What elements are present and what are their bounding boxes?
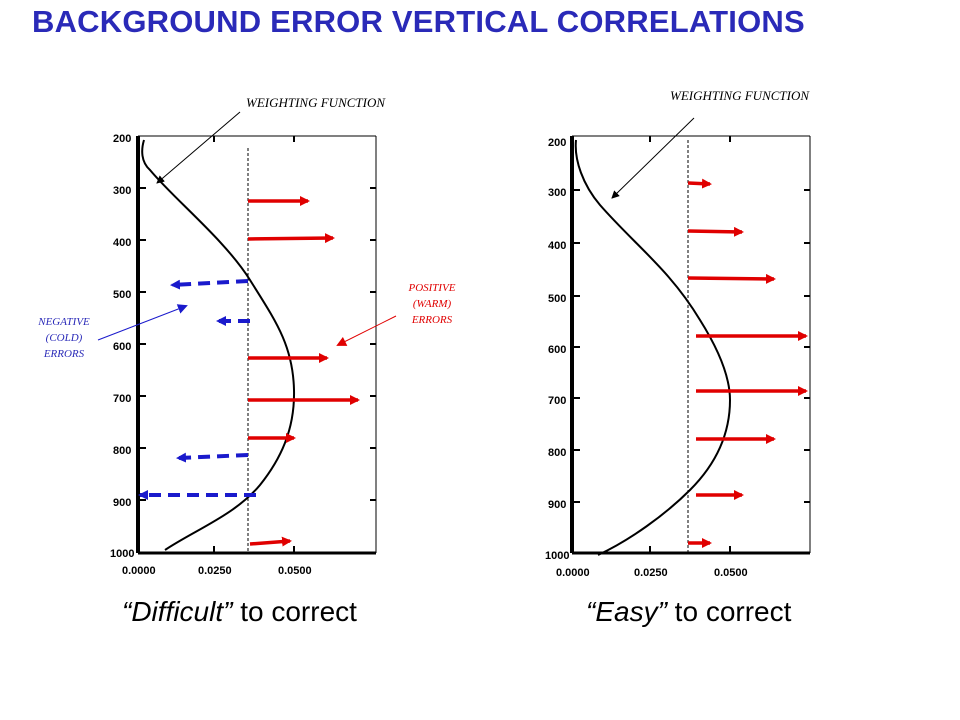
negative-errors-label: NEGATIVE (COLD) ERRORS [24, 314, 104, 362]
negative-errors-pointer [97, 304, 188, 341]
y-tick-label: 200 [548, 137, 566, 149]
caption-quoted-word: “Difficult” [122, 596, 233, 627]
slide-title: BACKGROUND ERROR VERTICAL CORRELATIONS [32, 4, 805, 39]
x-tick-label: 0.0250 [198, 565, 232, 577]
y-tick-label: 700 [113, 393, 131, 405]
x-tick-label: 0.0500 [278, 565, 312, 577]
x-tick-label: 0.0250 [634, 567, 668, 579]
y-tick-label: 1000 [545, 550, 569, 562]
y-tick-label: 900 [113, 497, 131, 509]
y-tick-label: 500 [548, 293, 566, 305]
negative-error-arrows [138, 279, 256, 500]
negative-errors-line: (COLD) [45, 332, 83, 344]
negative-arrow [176, 452, 249, 463]
x-tick-labels: 0.0000 0.0250 0.0500 [122, 565, 312, 577]
caption-quoted-word: “Easy” [586, 596, 667, 627]
negative-errors-line: ERRORS [43, 348, 85, 360]
weighting-function-curve [574, 139, 732, 556]
positive-errors-label: POSITIVE (WARM) ERRORS [392, 280, 472, 328]
x-tick-label: 0.0000 [122, 565, 156, 577]
caption-difficult: “Difficult” to correct [122, 596, 357, 628]
y-tick-label: 500 [113, 289, 131, 301]
positive-error-arrows [247, 196, 360, 547]
positive-errors-line: (WARM) [412, 298, 452, 310]
weighting-function-pointer [156, 111, 241, 184]
positive-arrow [249, 536, 292, 547]
y-tick-labels: 200 300 400 500 600 700 800 900 1000 [545, 137, 569, 562]
positive-arrow [687, 273, 776, 284]
positive-arrow [687, 226, 744, 237]
y-tick-label: 200 [113, 133, 131, 145]
weighting-function-label: WEIGHTING FUNCTION [246, 95, 386, 110]
y-tick-label: 900 [548, 499, 566, 511]
caption-rest: to correct [232, 596, 357, 627]
x-tick-label: 0.0500 [714, 567, 748, 579]
y-tick-label: 800 [113, 445, 131, 457]
panel-easy: 200 300 400 500 600 700 800 900 1000 0.0… [545, 117, 811, 579]
y-tick-label: 300 [548, 187, 566, 199]
positive-arrow [247, 233, 335, 244]
weighting-function-label: WEIGHTING FUNCTION [670, 88, 810, 103]
weighting-function-pointer [611, 117, 695, 199]
y-tick-label: 400 [113, 237, 131, 249]
y-tick-label: 600 [548, 344, 566, 356]
positive-errors-line: ERRORS [411, 314, 453, 326]
y-tick-label: 800 [548, 447, 566, 459]
y-tick-marks [572, 136, 810, 553]
y-tick-label: 600 [113, 341, 131, 353]
x-tick-label: 0.0000 [556, 567, 590, 579]
y-tick-label: 300 [113, 185, 131, 197]
x-tick-labels: 0.0000 0.0250 0.0500 [556, 567, 748, 579]
caption-easy: “Easy” to correct [586, 596, 791, 628]
y-tick-marks [138, 136, 376, 553]
positive-arrow [687, 178, 712, 189]
y-tick-label: 700 [548, 395, 566, 407]
negative-errors-line: NEGATIVE [38, 316, 90, 328]
y-tick-labels: 200 300 400 500 600 700 800 900 1000 [110, 133, 134, 560]
y-tick-label: 1000 [110, 548, 134, 560]
positive-errors-line: POSITIVE [408, 282, 456, 294]
positive-errors-pointer [336, 315, 397, 346]
negative-arrow [170, 279, 249, 290]
positive-error-arrows [687, 178, 808, 548]
caption-rest: to correct [666, 596, 792, 627]
y-tick-label: 400 [548, 240, 566, 252]
panel-difficult: 200 300 400 500 600 700 800 900 1000 0.0… [97, 111, 397, 577]
